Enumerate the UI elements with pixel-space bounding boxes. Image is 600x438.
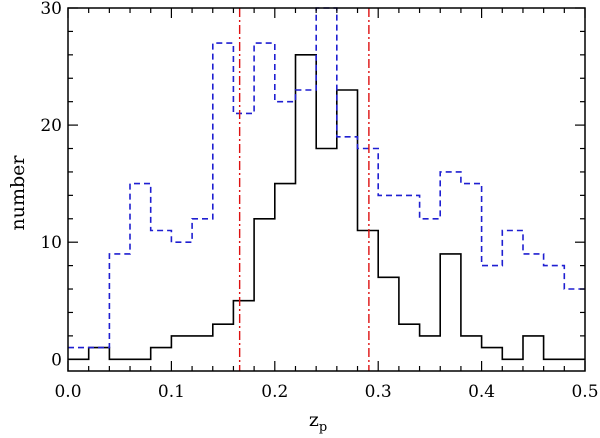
y-axis-label: number xyxy=(7,155,29,231)
x-axis-label: zp xyxy=(309,409,327,435)
histogram-series-solid xyxy=(68,54,585,361)
x-axis-label-main: z xyxy=(309,409,319,431)
y-tick-label: 10 xyxy=(40,233,62,253)
plot-frame xyxy=(67,7,586,372)
histogram-series-dashed xyxy=(68,7,585,349)
x-tick-label: 0.1 xyxy=(158,382,185,402)
y-tick-label: 0 xyxy=(51,350,62,370)
x-tick-label: 0.4 xyxy=(468,382,495,402)
x-tick-label: 0.5 xyxy=(571,382,598,402)
y-tick-label: 20 xyxy=(40,116,62,136)
plot-area xyxy=(68,7,585,371)
y-tick-label: 30 xyxy=(40,0,62,19)
x-tick-label: 0.3 xyxy=(365,382,392,402)
x-tick-label: 0.0 xyxy=(54,382,81,402)
axes: 0.0 0.1 0.2 0.3 0.4 0.5 0 10 20 30 xyxy=(40,0,598,402)
x-tick-label: 0.2 xyxy=(261,382,288,402)
x-axis-label-subscript: p xyxy=(319,420,327,435)
